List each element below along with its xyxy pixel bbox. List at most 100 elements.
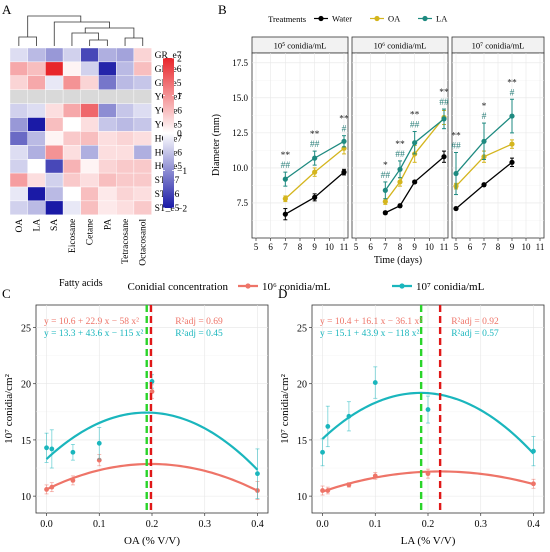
heatmap-cell: [45, 158, 64, 174]
data-point: [397, 166, 403, 172]
x-tick-label: 0.1: [93, 519, 106, 530]
heatmap-cell: [80, 131, 99, 146]
data-point: [312, 155, 318, 161]
heatmap-cell: [133, 172, 152, 188]
heatmap-cell: [133, 158, 152, 174]
heatmap-cell: [62, 186, 81, 202]
colorbar-tick-label: 2: [177, 55, 182, 65]
column-dendrogram: [53, 21, 110, 46]
heatmap-cell: [62, 131, 81, 146]
heatmap-cell: [27, 200, 46, 215]
heatmap-cell: [62, 103, 81, 118]
regression-equation: y = 15.1 + 43.9 x − 118 x²: [320, 329, 419, 339]
y-tick-label: 10: [297, 492, 307, 503]
column-label: Eicosane: [68, 219, 78, 253]
heatmap-cell: [80, 145, 99, 160]
x-tick-label: 0.2: [422, 519, 435, 530]
data-point: [453, 170, 459, 177]
x-tick-label: 9: [412, 242, 417, 252]
data-point: [312, 169, 318, 175]
fit-curve: [321, 391, 535, 455]
heatmap-cell: [9, 131, 28, 146]
column-label: SA: [50, 219, 60, 231]
data-point: [509, 159, 515, 165]
column-label: LA: [33, 219, 43, 232]
column-dendrogram: [27, 15, 82, 37]
adjusted-r2: R²adj = 0.92: [451, 317, 499, 327]
heatmap-cell: [27, 103, 46, 118]
legend-marker: [399, 283, 405, 289]
data-point: [346, 413, 352, 419]
x-tick-label: 6: [268, 242, 273, 252]
heatmap-cell: [27, 158, 46, 174]
heatmap-cell: [45, 75, 64, 90]
y-axis-label: Diameter (mm): [211, 114, 222, 176]
data-point: [397, 203, 403, 209]
heatmap-cell: [62, 158, 81, 174]
data-point: [325, 424, 331, 429]
data-point: [481, 182, 487, 188]
heatmap-cell: [98, 75, 117, 90]
heatmap-cell: [115, 131, 135, 146]
x-tick-label: 9: [312, 242, 317, 252]
panel-letter-b: B: [218, 2, 227, 17]
facet-strip-label: 10⁶ conidia/mL: [374, 41, 427, 51]
y-tick-label: 15.0: [232, 93, 248, 103]
heatmap-cell: [80, 103, 99, 118]
heatmap-cell: [115, 89, 135, 104]
significance-label: **: [507, 78, 517, 88]
heatmap-cell: [9, 172, 28, 188]
y-tick-label: 15: [21, 436, 31, 447]
significance-label: ##: [281, 161, 291, 171]
data-point: [44, 486, 49, 492]
heatmap-cell: [133, 75, 152, 90]
y-axis-label: 10⁷ conidia/cm²: [3, 373, 15, 443]
heatmap-cell: [27, 47, 46, 63]
heatmap-cell: [80, 158, 99, 174]
heatmap-cell: [133, 117, 152, 132]
row-label: GR_e7: [155, 51, 182, 61]
heatmap-cell: [45, 186, 64, 202]
data-point: [441, 154, 447, 160]
heatmap-cell: [115, 186, 135, 202]
heatmap-cell: [62, 89, 81, 104]
heatmap-cell: [115, 145, 135, 160]
heatmap-cell: [27, 131, 46, 146]
x-tick-label: 0.0: [40, 519, 53, 530]
significance-label: ##: [395, 150, 405, 160]
data-point: [412, 140, 418, 146]
heatmap-cell: [98, 61, 117, 77]
heatmap-cell: [45, 103, 64, 118]
data-point: [382, 198, 388, 205]
colorbar-tick-label: 0: [177, 130, 182, 140]
heatmap-cell: [62, 145, 81, 160]
facet-strip-label: 10⁵ conidia/mL: [274, 41, 327, 51]
data-point: [372, 473, 378, 479]
x-axis-label: LA (% V/V): [401, 535, 456, 547]
column-label: Cetane: [86, 219, 96, 245]
row-label: ST_e5: [155, 204, 180, 214]
data-point: [509, 141, 515, 147]
panel-letter-d: D: [278, 286, 287, 301]
panel-letter-c: C: [2, 286, 11, 301]
x-tick-label: 0.2: [146, 519, 159, 530]
heatmap-cell: [9, 158, 28, 174]
significance-label: *: [482, 102, 487, 112]
data-point: [382, 187, 388, 193]
data-point: [341, 138, 347, 144]
heatmap-cell: [9, 89, 28, 104]
heatmap-cell: [9, 186, 28, 202]
legend-label: OA: [388, 14, 401, 24]
legend-marker: [318, 15, 324, 22]
x-tick-label: 11: [340, 242, 349, 252]
significance-label: ##: [410, 120, 420, 130]
column-dendrogram: [89, 39, 108, 46]
legend-marker: [245, 283, 251, 289]
x-tick-label: 6: [468, 242, 473, 252]
legend-marker: [422, 15, 428, 22]
regression-equation: y = 13.3 + 43.6 x − 115 x²: [44, 329, 143, 339]
y-tick-label: 12.5: [232, 128, 248, 138]
y-tick-label: 20: [21, 380, 31, 391]
data-point: [49, 484, 55, 490]
